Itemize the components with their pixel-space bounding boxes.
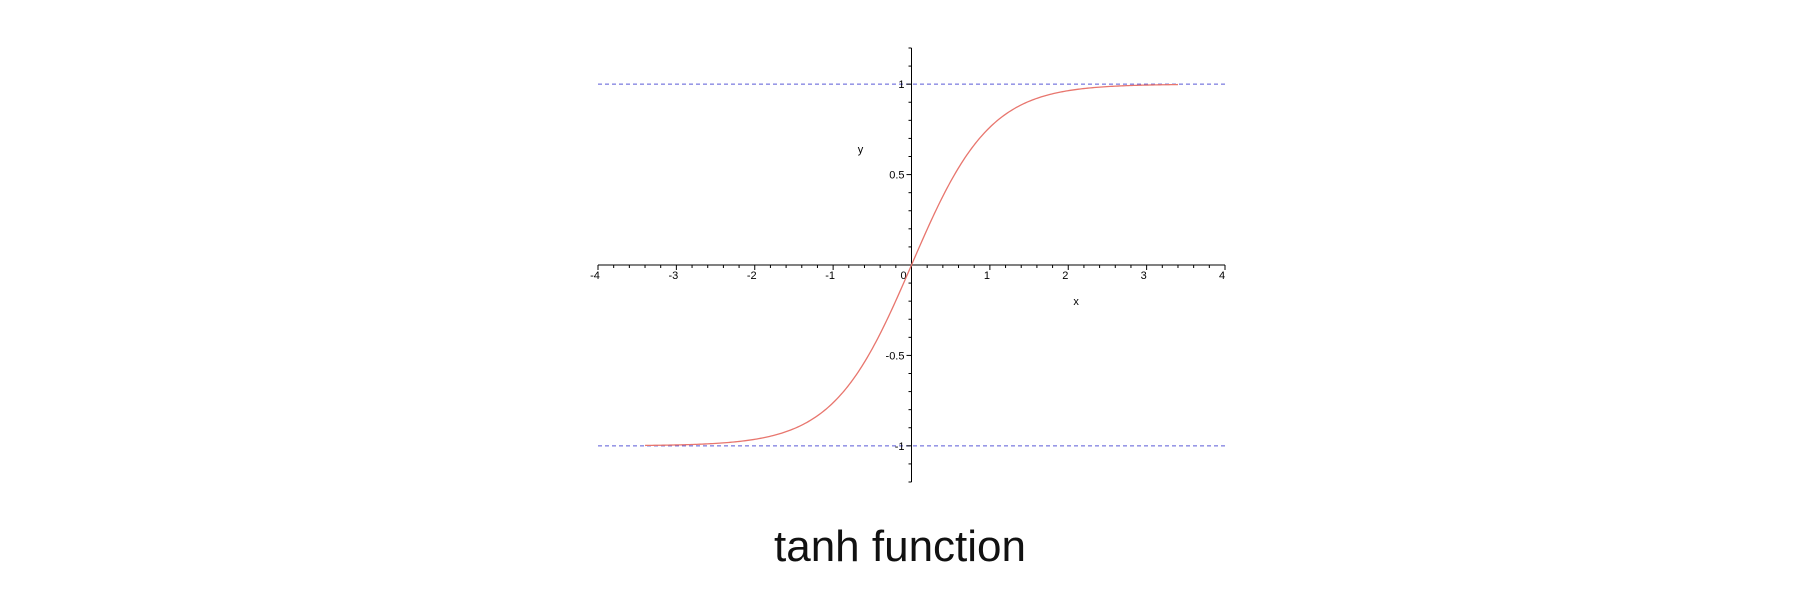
- y-axis-label: y: [858, 144, 864, 156]
- y-tick-label: 0.5: [889, 170, 904, 182]
- y-tick-label: -1: [895, 441, 905, 453]
- x-tick-label: -1: [825, 270, 835, 282]
- x-tick-label: -3: [668, 270, 678, 282]
- x-tick-label: 3: [1141, 270, 1147, 282]
- tick-layer: -4 -3 -2 -1 0 1 2 3 4 -1 -0.5 0.5 1: [590, 47, 1226, 483]
- chart-title: tanh function: [774, 522, 1026, 571]
- y-tick-label: -0.5: [886, 350, 905, 362]
- x-tick-label: 0: [900, 270, 906, 282]
- x-tick-label: -2: [747, 270, 757, 282]
- x-tick-label: -4: [590, 270, 600, 282]
- x-tick-label: 2: [1062, 270, 1068, 282]
- y-tick-label: 1: [898, 79, 904, 91]
- x-axis-label: x: [1073, 296, 1079, 308]
- x-tick-label: 1: [984, 270, 990, 282]
- x-tick-label: 4: [1219, 270, 1225, 282]
- series-line-tanh: [645, 83, 1178, 447]
